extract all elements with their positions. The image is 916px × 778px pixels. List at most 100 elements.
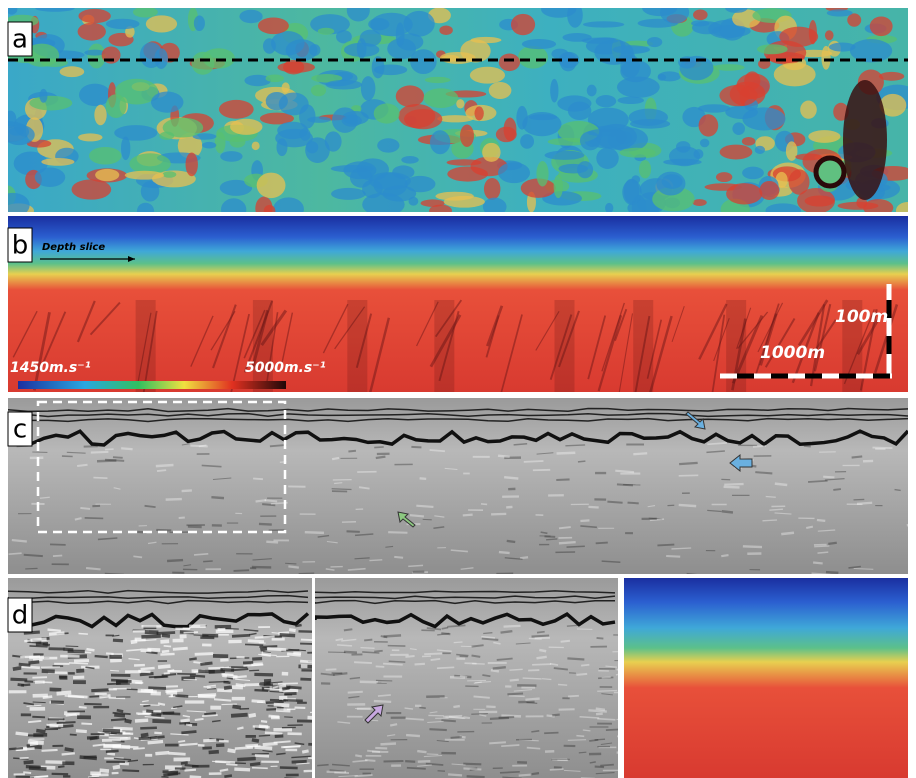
texture-blob	[423, 88, 458, 108]
texture-stroke	[546, 539, 557, 540]
texture-stroke	[48, 630, 61, 631]
texture-blob	[825, 30, 834, 40]
texture-stroke	[269, 716, 280, 717]
texture-stroke	[232, 635, 250, 636]
texture-stroke	[154, 733, 162, 734]
texture-stroke	[24, 762, 34, 763]
texture-stroke	[226, 764, 237, 765]
texture-stroke	[567, 546, 585, 547]
texture-stroke	[336, 639, 343, 640]
texture-blob	[693, 9, 708, 20]
texture-stroke	[281, 746, 300, 747]
texture-blob	[410, 49, 437, 74]
texture-stroke	[344, 629, 352, 630]
texture-stroke	[181, 762, 188, 763]
texture-stroke	[163, 713, 180, 714]
texture-blob	[613, 45, 650, 54]
texture-blob	[567, 3, 583, 28]
texture-stroke	[198, 696, 215, 697]
texture-blob	[587, 129, 624, 137]
texture-stroke	[360, 648, 374, 649]
texture-stroke	[451, 737, 462, 738]
texture-stroke	[253, 478, 263, 479]
texture-stroke	[602, 677, 611, 678]
texture-stroke	[140, 728, 157, 729]
texture-stroke	[86, 649, 94, 650]
panel-d-right-image	[624, 578, 908, 778]
texture-stroke	[252, 768, 268, 769]
texture-stroke	[580, 520, 589, 521]
texture-stroke	[13, 668, 21, 669]
texture-blob	[742, 167, 764, 180]
texture-stroke	[302, 751, 308, 752]
texture-blob	[39, 89, 47, 103]
texture-stroke	[419, 707, 425, 708]
texture-stroke	[348, 451, 356, 452]
texture-stroke	[267, 649, 286, 650]
texture-stroke	[260, 649, 267, 650]
texture-stroke	[110, 670, 119, 671]
texture-blob	[300, 128, 311, 141]
texture-stroke	[299, 573, 315, 574]
texture-stroke	[519, 775, 531, 776]
texture-blob	[536, 161, 548, 186]
texture-stroke	[775, 484, 787, 485]
texture-blob	[401, 156, 419, 164]
texture-stroke	[559, 542, 576, 543]
texture-stroke	[165, 690, 183, 691]
texture-stroke	[332, 458, 339, 459]
texture-stroke	[133, 556, 142, 557]
texture-stroke	[388, 532, 407, 533]
texture-stroke	[248, 641, 264, 642]
texture-stroke	[504, 477, 518, 478]
panel-label: d	[12, 601, 29, 631]
texture-stroke	[406, 735, 420, 736]
texture-stroke	[460, 676, 467, 677]
texture-blob	[370, 13, 412, 36]
dark-band	[633, 300, 653, 392]
texture-stroke	[823, 477, 834, 478]
texture-stroke	[228, 750, 236, 751]
texture-stroke	[463, 768, 481, 769]
texture-stroke	[224, 687, 232, 688]
texture-stroke	[437, 667, 454, 668]
texture-stroke	[284, 693, 296, 694]
texture-stroke	[203, 740, 216, 741]
texture-stroke	[405, 718, 423, 719]
texture-stroke	[274, 705, 290, 706]
texture-stroke	[185, 765, 199, 766]
texture-stroke	[69, 663, 88, 664]
panel-label: c	[13, 415, 27, 445]
texture-blob	[725, 106, 758, 119]
texture-stroke	[482, 639, 498, 640]
texture-stroke	[109, 698, 126, 699]
texture-stroke	[481, 504, 487, 505]
texture-stroke	[576, 736, 584, 737]
texture-stroke	[463, 764, 481, 765]
texture-stroke	[164, 646, 171, 647]
texture-stroke	[273, 687, 279, 688]
texture-stroke	[97, 460, 116, 461]
texture-stroke	[317, 765, 328, 766]
texture-stroke	[394, 557, 403, 558]
texture-blob	[694, 149, 704, 159]
texture-stroke	[160, 641, 169, 642]
texture-stroke	[157, 470, 166, 471]
dark-body	[843, 80, 887, 200]
texture-stroke	[597, 719, 615, 720]
texture-stroke	[75, 518, 82, 519]
texture-blob	[658, 74, 667, 81]
texture-stroke	[408, 565, 423, 566]
texture-blob	[230, 119, 262, 135]
texture-stroke	[156, 465, 174, 466]
texture-stroke	[463, 515, 473, 516]
texture-stroke	[231, 715, 248, 716]
texture-blob	[230, 136, 246, 147]
texture-stroke	[207, 686, 216, 687]
texture-stroke	[145, 506, 156, 507]
texture-stroke	[181, 720, 190, 721]
texture-stroke	[411, 447, 421, 448]
texture-stroke	[195, 654, 214, 655]
texture-stroke	[381, 636, 388, 637]
texture-stroke	[410, 515, 424, 516]
